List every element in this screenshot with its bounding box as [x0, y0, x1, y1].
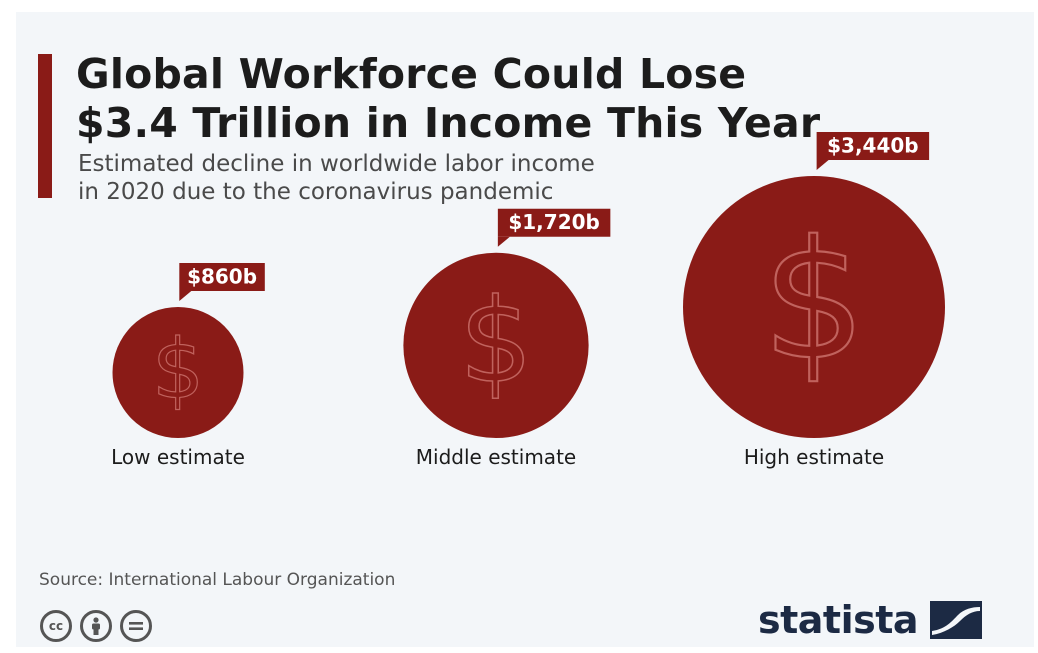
chart-title: Global Workforce Could Lose $3.4 Trillio…: [76, 50, 821, 147]
title-accent-bar: [38, 54, 52, 198]
bubble-chart: $ $860b Low estimate $ $1,720b Middle estimat…: [111, 132, 945, 469]
dollar-icon: $: [152, 323, 204, 418]
value-label: $3,440b: [827, 134, 919, 158]
value-callout-1: $1,720b: [497, 208, 611, 247]
by-person-icon: [80, 610, 112, 642]
chart-subtitle: Estimated decline in worldwide labor inc…: [78, 151, 595, 205]
bubble-1: [403, 252, 589, 438]
brand-wordmark: statista: [758, 598, 919, 642]
statista-flag-icon: [930, 601, 983, 639]
value-callout-0: $860b: [179, 263, 265, 301]
infographic-card: Global Workforce Could Lose $3.4 Trillio…: [16, 12, 1034, 647]
license-icons: cc: [40, 610, 152, 642]
value-callout-2: $3,440b: [816, 132, 930, 170]
bubble-2: [683, 176, 945, 438]
dollar-icon: $: [459, 275, 533, 409]
nd-equals-icon: [120, 610, 152, 642]
cc-icon: cc: [40, 610, 72, 642]
value-label: $860b: [187, 265, 257, 289]
category-label: Low estimate: [111, 445, 245, 469]
source-note: Source: International Labour Organizatio…: [39, 570, 396, 590]
category-label: Middle estimate: [416, 445, 576, 469]
statista-logo: statista: [758, 598, 983, 642]
value-label: $1,720b: [508, 210, 600, 234]
category-label: High estimate: [744, 445, 884, 469]
bubble-0: [112, 307, 244, 438]
dollar-icon: $: [762, 205, 866, 396]
